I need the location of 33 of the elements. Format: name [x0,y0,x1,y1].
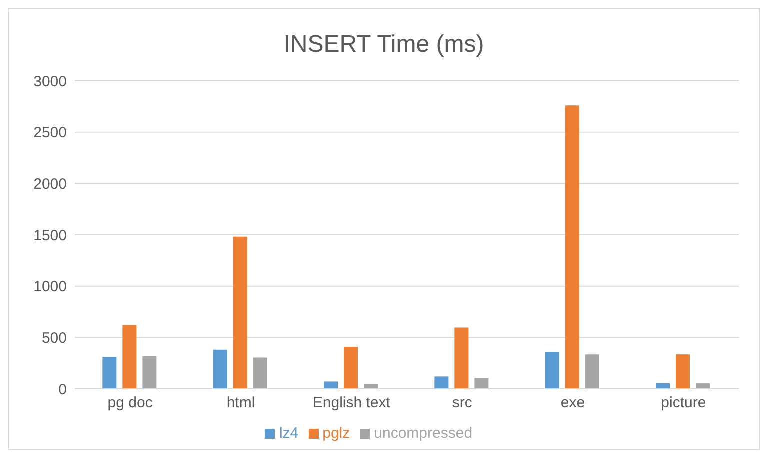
y-tick-label: 500 [42,330,67,347]
bar [233,236,248,389]
bar [585,354,600,389]
chart-title: INSERT Time (ms) [282,31,486,60]
y-tick-label: 3000 [34,73,67,90]
bar [434,376,449,389]
bar [344,347,358,389]
legend-label: uncompressed [374,425,473,442]
x-tick-label: pg doc [108,394,154,412]
bar [676,354,690,389]
x-tick-label: src [452,394,473,412]
bar [696,384,710,389]
bar [324,382,338,389]
bar [454,328,469,389]
y-tick-label: 0 [58,381,67,398]
y-tick-label: 2000 [34,176,67,193]
legend-label: pglz [322,425,350,442]
x-tick-label: html [226,394,256,412]
bar [565,106,580,389]
bar [474,378,489,389]
bar [213,350,228,389]
bar [122,325,137,389]
bar [545,352,560,389]
y-tick-label: 2500 [34,124,67,142]
y-tick-label: 1000 [34,278,67,296]
legend-label: lz4 [279,425,299,442]
x-tick-label: picture [661,394,706,412]
x-tick-label: English text [312,394,392,412]
bar [142,356,157,389]
y-tick-label: 1500 [34,227,67,244]
bar [102,357,117,389]
bar [253,358,268,389]
x-tick-label: exe [560,394,586,412]
